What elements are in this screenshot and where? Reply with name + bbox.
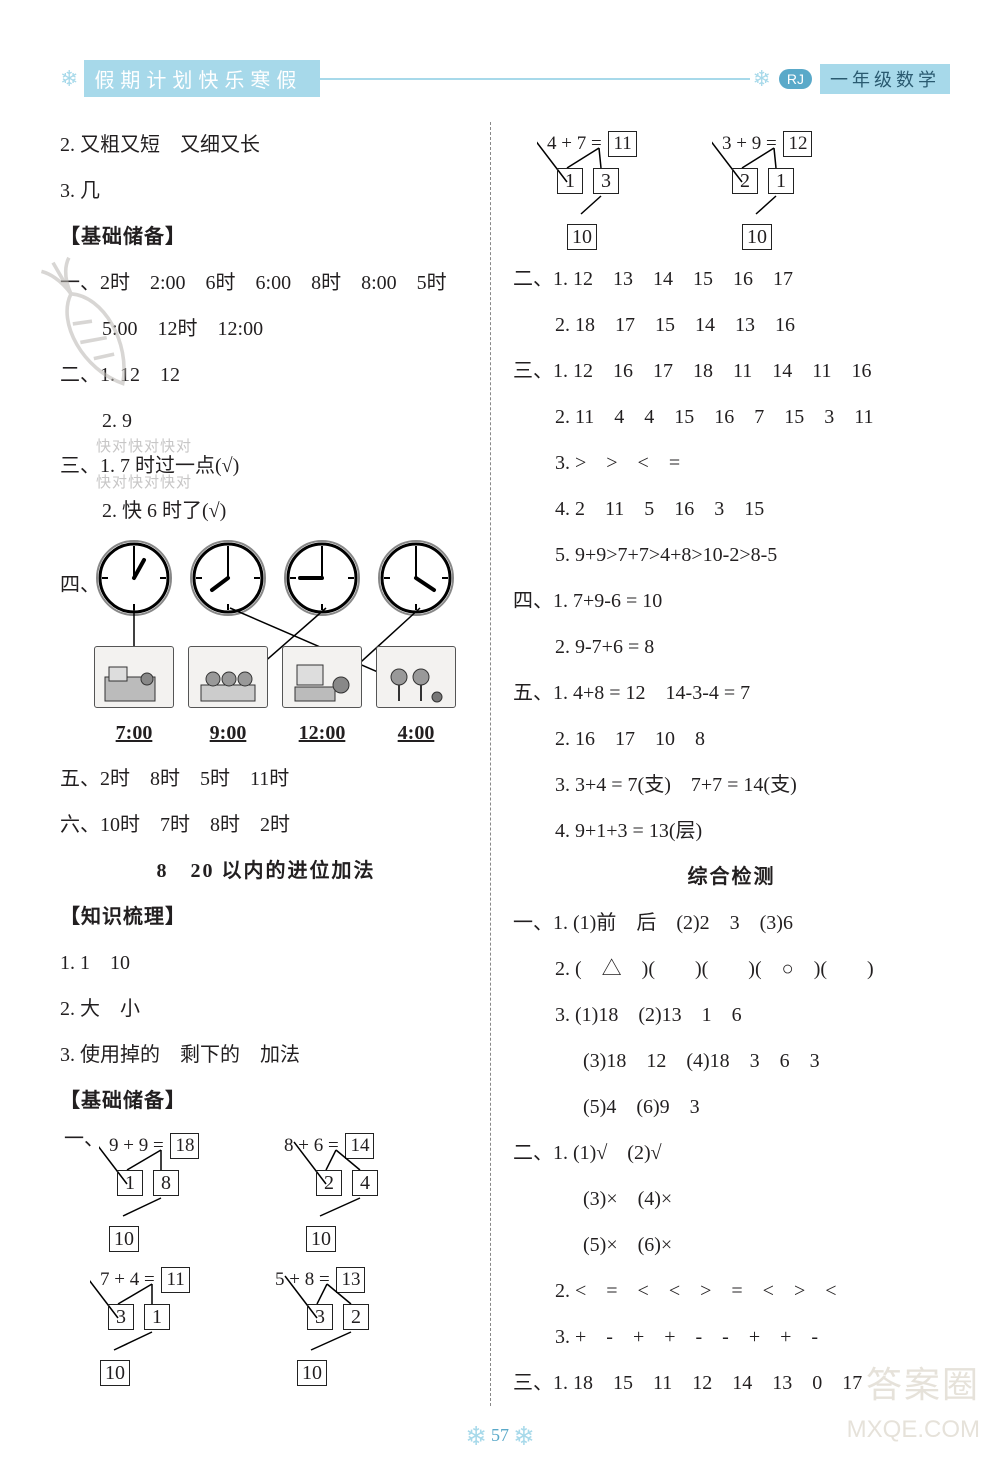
page-number-value: 57 xyxy=(491,1425,509,1445)
text-line: 二、1. (1)√ (2)√ xyxy=(513,1130,950,1176)
text-line: 2. 18 17 15 14 13 16 xyxy=(513,302,950,348)
scene-item xyxy=(94,646,174,708)
text-line: 3. 使用掉的 剩下的 加法 xyxy=(60,1032,472,1078)
scene-item xyxy=(188,646,268,708)
section-heading: 【基础储备】 xyxy=(60,1078,472,1124)
text-line: 一、2时 2:00 6时 6:00 8时 8:00 5时 xyxy=(60,260,472,306)
text-line: 5. 9+9>7+7>4+8>10-2>8-5 xyxy=(513,532,950,578)
row-label: 一、 xyxy=(64,1124,94,1154)
text-line: 四、1. 7+9-6 = 10 xyxy=(513,578,950,624)
text-line: (5)4 (6)9 3 xyxy=(513,1084,950,1130)
text-line: 3. > > < = xyxy=(513,440,950,486)
edition-badge: RJ xyxy=(779,69,812,89)
snow-icon: ❄ xyxy=(752,68,770,90)
text-line: 1. 1 10 xyxy=(60,940,472,986)
header-left: ❄ 假期计划快乐寒假 xyxy=(60,60,320,97)
text-line: 2. < = < < > = < > < xyxy=(513,1268,950,1314)
page-header: ❄ 假期计划快乐寒假 ❄ RJ 一年级数学 xyxy=(60,60,950,104)
text-line: 三、1. 12 16 17 18 11 14 11 16 xyxy=(513,348,950,394)
text-line: 2. 又粗又短 又细又长 xyxy=(60,122,472,168)
tree-row: 7 + 4 = 113110 5 + 8 = 133210 xyxy=(90,1258,472,1392)
chapter-title: 综合检测 xyxy=(513,854,950,900)
book-title: 假期计划快乐寒假 xyxy=(84,60,320,97)
question-four: 四、 xyxy=(60,538,472,756)
scene-row xyxy=(94,646,456,708)
text-line: (5)× (6)× xyxy=(513,1222,950,1268)
equation-tree: 7 + 4 = 113110 xyxy=(90,1258,260,1388)
clock-item xyxy=(282,538,362,618)
scene-item xyxy=(376,646,456,708)
scene-item xyxy=(282,646,362,708)
text-line: 5:00 12时 12:00 xyxy=(60,306,472,352)
section-heading: 【知识梳理】 xyxy=(60,894,472,940)
text-line: 六、10时 7时 8时 2时 xyxy=(60,802,472,848)
text-line: 2. 11 4 4 15 16 7 15 3 11 xyxy=(513,394,950,440)
equation-tree: 8 + 6 = 142410 xyxy=(274,1124,444,1254)
text-line: 五、2时 8时 5时 11时 xyxy=(60,756,472,802)
equation-tree: 9 + 9 = 181810 xyxy=(99,1124,269,1254)
text-line: 2. 大 小 xyxy=(60,986,472,1032)
left-column: 2. 又粗又短 又细又长 3. 几 【基础储备】 一、2时 2:00 6时 6:… xyxy=(60,122,490,1406)
right-column: 4 + 7 = 111310 3 + 9 = 122110 二、1. 12 13… xyxy=(490,122,950,1406)
time-label: 4:00 xyxy=(376,710,456,756)
clock-item xyxy=(376,538,456,618)
time-row: 7:00 9:00 12:00 4:00 xyxy=(94,710,472,756)
snow-icon: ❄ xyxy=(513,1422,535,1451)
clock-row xyxy=(94,538,472,618)
time-label: 12:00 xyxy=(282,710,362,756)
text-line: 二、1. 12 13 14 15 16 17 xyxy=(513,256,950,302)
equation-tree: 3 + 9 = 122110 xyxy=(712,122,882,252)
text-line: 二、1. 12 12 xyxy=(60,352,472,398)
equation-tree: 5 + 8 = 133210 xyxy=(265,1258,435,1388)
time-label: 7:00 xyxy=(94,710,174,756)
text-line: 3. 几 xyxy=(60,168,472,214)
snow-icon: ❄ xyxy=(60,68,78,90)
text-line: 3. (1)18 (2)13 1 6 xyxy=(513,992,950,1038)
text-line: 2. 9-7+6 = 8 xyxy=(513,624,950,670)
header-right: ❄ RJ 一年级数学 xyxy=(752,64,950,94)
text-line: 一、1. (1)前 后 (2)2 3 (3)6 xyxy=(513,900,950,946)
equation-tree: 4 + 7 = 111310 xyxy=(537,122,707,252)
subject-label: 一年级数学 xyxy=(820,64,950,94)
snow-icon: ❄ xyxy=(465,1422,487,1451)
tree-row: 4 + 7 = 111310 3 + 9 = 122110 xyxy=(537,122,950,256)
text-line: 五、1. 4+8 = 12 14-3-4 = 7 xyxy=(513,670,950,716)
text-line: 2. 16 17 10 8 xyxy=(513,716,950,762)
text-line: 三、1. 18 15 11 12 14 13 0 17 xyxy=(513,1360,950,1406)
text-line: 2. ( △ )( )( )( ○ )( ) xyxy=(513,946,950,992)
text-line: (3)× (4)× xyxy=(513,1176,950,1222)
page: ❄ 假期计划快乐寒假 ❄ RJ 一年级数学 2. 又粗又短 又细又长 3. 几 … xyxy=(0,0,1000,1468)
clock-item xyxy=(94,538,174,618)
time-label: 9:00 xyxy=(188,710,268,756)
text-line: 2. 快 6 时了(√) xyxy=(60,488,472,534)
text-line: 3. + - + + - - + + - xyxy=(513,1314,950,1360)
content-columns: 2. 又粗又短 又细又长 3. 几 【基础储备】 一、2时 2:00 6时 6:… xyxy=(60,122,950,1406)
text-line: 4. 9+1+3 = 13(层) xyxy=(513,808,950,854)
tree-row: 一、 9 + 9 = 181810 8 + 6 = 142410 xyxy=(64,1124,472,1258)
header-divider xyxy=(320,78,750,80)
chapter-title: 8 20 以内的进位加法 xyxy=(60,848,472,894)
text-line: 4. 2 11 5 16 3 15 xyxy=(513,486,950,532)
text-line: 3. 3+4 = 7(支) 7+7 = 14(支) xyxy=(513,762,950,808)
clock-item xyxy=(188,538,268,618)
section-heading: 【基础储备】 xyxy=(60,214,472,260)
text-line: (3)18 12 (4)18 3 6 3 xyxy=(513,1038,950,1084)
page-number: ❄57❄ xyxy=(461,1424,539,1450)
watermark-url: MXQE.COM xyxy=(847,1416,980,1444)
